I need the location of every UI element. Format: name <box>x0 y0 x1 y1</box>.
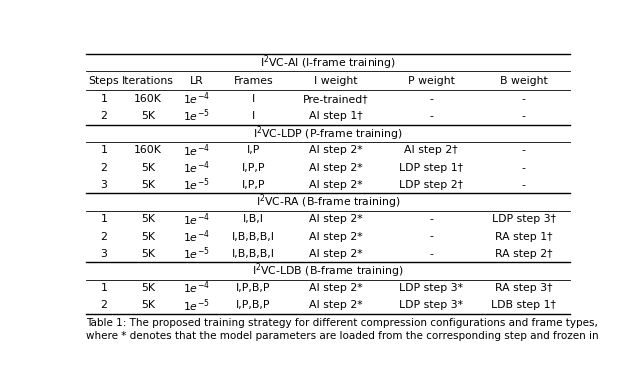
Text: -: - <box>522 94 525 104</box>
Text: 5K: 5K <box>141 180 155 190</box>
Text: AI step 2*: AI step 2* <box>309 214 362 224</box>
Text: AI step 2†: AI step 2† <box>404 146 458 156</box>
Text: I$^2$VC-RA (B-frame training): I$^2$VC-RA (B-frame training) <box>256 193 400 211</box>
Text: -: - <box>522 163 525 173</box>
Text: Frames: Frames <box>234 76 273 86</box>
Text: Iterations: Iterations <box>122 76 173 86</box>
Text: $1e^{-4}$: $1e^{-4}$ <box>183 280 210 296</box>
Text: AI step 2*: AI step 2* <box>309 283 362 293</box>
Text: LDP step 2†: LDP step 2† <box>399 180 463 190</box>
Text: I,B,B,B,I: I,B,B,B,I <box>232 232 275 241</box>
Text: 3: 3 <box>100 180 108 190</box>
Text: LDP step 3†: LDP step 3† <box>492 214 556 224</box>
Text: 2: 2 <box>100 163 108 173</box>
Text: 5K: 5K <box>141 300 155 310</box>
Text: -: - <box>522 111 525 121</box>
Text: $1e^{-5}$: $1e^{-5}$ <box>183 246 210 262</box>
Text: AI step 2*: AI step 2* <box>309 163 362 173</box>
Text: 1: 1 <box>100 146 108 156</box>
Text: LDP step 3*: LDP step 3* <box>399 283 463 293</box>
Text: 3: 3 <box>100 249 108 259</box>
Text: 1: 1 <box>100 214 108 224</box>
Text: Pre-trained†: Pre-trained† <box>303 94 369 104</box>
Text: I,P,P: I,P,P <box>241 180 265 190</box>
Text: 2: 2 <box>100 232 108 241</box>
Text: 5K: 5K <box>141 249 155 259</box>
Text: LDB step 1†: LDB step 1† <box>492 300 556 310</box>
Text: 160K: 160K <box>134 94 162 104</box>
Text: $1e^{-4}$: $1e^{-4}$ <box>183 90 210 107</box>
Text: AI step 2*: AI step 2* <box>309 146 362 156</box>
Text: LR: LR <box>190 76 204 86</box>
Text: $1e^{-5}$: $1e^{-5}$ <box>183 108 210 125</box>
Text: 160K: 160K <box>134 146 162 156</box>
Text: 1: 1 <box>100 283 108 293</box>
Text: -: - <box>429 214 433 224</box>
Text: B weight: B weight <box>500 76 548 86</box>
Text: $1e^{-4}$: $1e^{-4}$ <box>183 159 210 176</box>
Text: AI step 2*: AI step 2* <box>309 232 362 241</box>
Text: $1e^{-4}$: $1e^{-4}$ <box>183 211 210 228</box>
Text: -: - <box>429 249 433 259</box>
Text: -: - <box>429 111 433 121</box>
Text: RA step 1†: RA step 1† <box>495 232 552 241</box>
Text: 1: 1 <box>100 94 108 104</box>
Text: I weight: I weight <box>314 76 358 86</box>
Text: RA step 2†: RA step 2† <box>495 249 552 259</box>
Text: P weight: P weight <box>408 76 454 86</box>
Text: I,P,P: I,P,P <box>241 163 265 173</box>
Text: 5K: 5K <box>141 163 155 173</box>
Text: I: I <box>252 94 255 104</box>
Text: I,P: I,P <box>246 146 260 156</box>
Text: 2: 2 <box>100 300 108 310</box>
Text: $1e^{-4}$: $1e^{-4}$ <box>183 142 210 159</box>
Text: I,P,B,P: I,P,B,P <box>236 300 271 310</box>
Text: Steps: Steps <box>89 76 119 86</box>
Text: 5K: 5K <box>141 232 155 241</box>
Text: -: - <box>522 180 525 190</box>
Text: RA step 3†: RA step 3† <box>495 283 552 293</box>
Text: AI step 2*: AI step 2* <box>309 249 362 259</box>
Text: $1e^{-4}$: $1e^{-4}$ <box>183 228 210 245</box>
Text: LDP step 1†: LDP step 1† <box>399 163 463 173</box>
Text: AI step 2*: AI step 2* <box>309 180 362 190</box>
Text: I: I <box>252 111 255 121</box>
Text: -: - <box>429 232 433 241</box>
Text: 5K: 5K <box>141 283 155 293</box>
Text: LDP step 3*: LDP step 3* <box>399 300 463 310</box>
Text: -: - <box>429 94 433 104</box>
Text: I,P,B,P: I,P,B,P <box>236 283 271 293</box>
Text: I$^2$VC-AI (I-frame training): I$^2$VC-AI (I-frame training) <box>260 53 396 72</box>
Text: where * denotes that the model parameters are loaded from the corresponding step: where * denotes that the model parameter… <box>86 331 598 341</box>
Text: $1e^{-5}$: $1e^{-5}$ <box>183 297 210 314</box>
Text: I$^2$VC-LDB (B-frame training): I$^2$VC-LDB (B-frame training) <box>252 262 404 280</box>
Text: 5K: 5K <box>141 214 155 224</box>
Text: Table 1: The proposed training strategy for different compression configurations: Table 1: The proposed training strategy … <box>86 319 598 328</box>
Text: -: - <box>522 146 525 156</box>
Text: AI step 2*: AI step 2* <box>309 300 362 310</box>
Text: I$^2$VC-LDP (P-frame training): I$^2$VC-LDP (P-frame training) <box>253 124 403 142</box>
Text: I,B,I: I,B,I <box>243 214 264 224</box>
Text: AI step 1†: AI step 1† <box>309 111 362 121</box>
Text: 5K: 5K <box>141 111 155 121</box>
Text: I,B,B,B,I: I,B,B,B,I <box>232 249 275 259</box>
Text: 2: 2 <box>100 111 108 121</box>
Text: $1e^{-5}$: $1e^{-5}$ <box>183 177 210 193</box>
